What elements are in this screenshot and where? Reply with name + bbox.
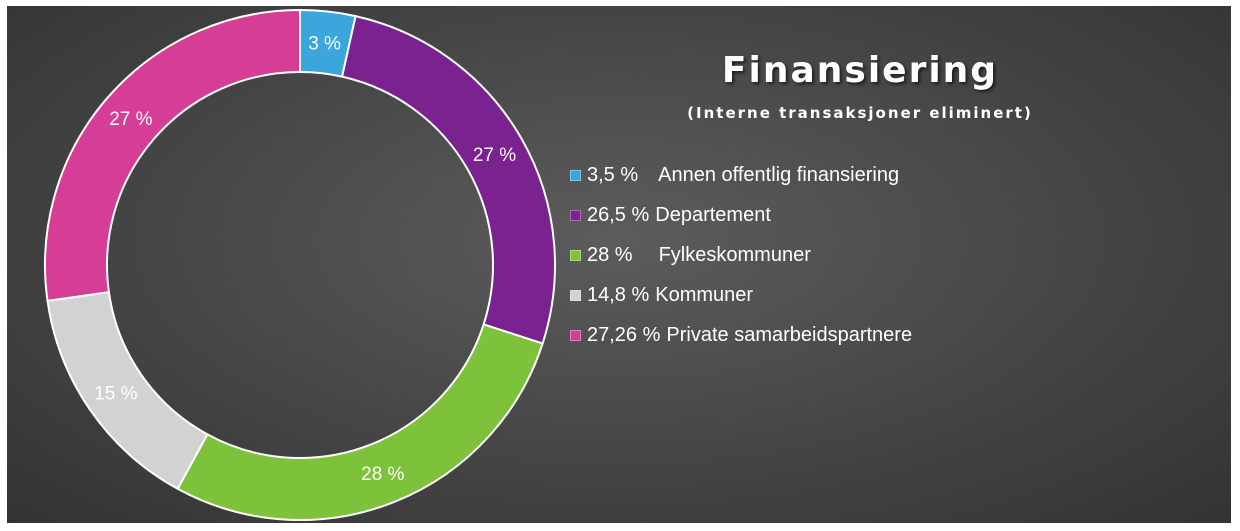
legend-item-departement: 26,5 % Departement: [570, 195, 912, 235]
data-label-private: 27 %: [109, 109, 152, 130]
data-label-kommuner: 15 %: [94, 384, 137, 405]
legend-label-annen: Annen offentlig finansiering: [658, 163, 900, 186]
legend-swatch-private: [570, 329, 581, 341]
legend-item-annen: 3,5 % Annen offentlig finansiering: [570, 155, 912, 195]
legend-label-private: Private samarbeidspartnere: [666, 323, 913, 346]
legend-label-kommuner: Kommuner: [655, 283, 754, 306]
legend-value-departement: 26,5 %: [587, 203, 650, 226]
chart-legend: 3,5 % Annen offentlig finansiering 26,5 …: [570, 155, 912, 355]
data-label-annen: 3 %: [308, 33, 341, 54]
legend-swatch-annen: [570, 169, 581, 181]
legend-value-fylkeskommuner: 28 %: [587, 243, 633, 266]
legend-item-fylkeskommuner: 28 % Fylkeskommuner: [570, 235, 912, 275]
legend-label-fylkeskommuner: Fylkeskommuner: [658, 243, 811, 266]
legend-value-annen: 3,5 %: [587, 163, 639, 186]
data-label-departement: 27 %: [473, 145, 516, 166]
legend-label-departement: Departement: [655, 203, 771, 226]
donut-slice-fylkeskommuner: [176, 323, 544, 521]
legend-item-private: 27,26 % Private samarbeidspartnere: [570, 315, 912, 355]
data-label-fylkeskommuner: 28 %: [361, 464, 404, 485]
legend-item-kommuner: 14,8 % Kommuner: [570, 275, 912, 315]
chart-subtitle: (Interne transaksjoner eliminert): [687, 104, 1033, 122]
donut-slice-departement: [340, 14, 556, 345]
legend-value-kommuner: 14,8 %: [587, 283, 650, 306]
legend-swatch-departement: [570, 209, 581, 221]
legend-value-private: 27,26 %: [587, 323, 661, 346]
donut-slice-private: [44, 8, 301, 302]
legend-swatch-fylkeskommuner: [570, 249, 581, 261]
chart-title: Finansiering: [721, 50, 999, 91]
legend-swatch-kommuner: [570, 289, 581, 301]
